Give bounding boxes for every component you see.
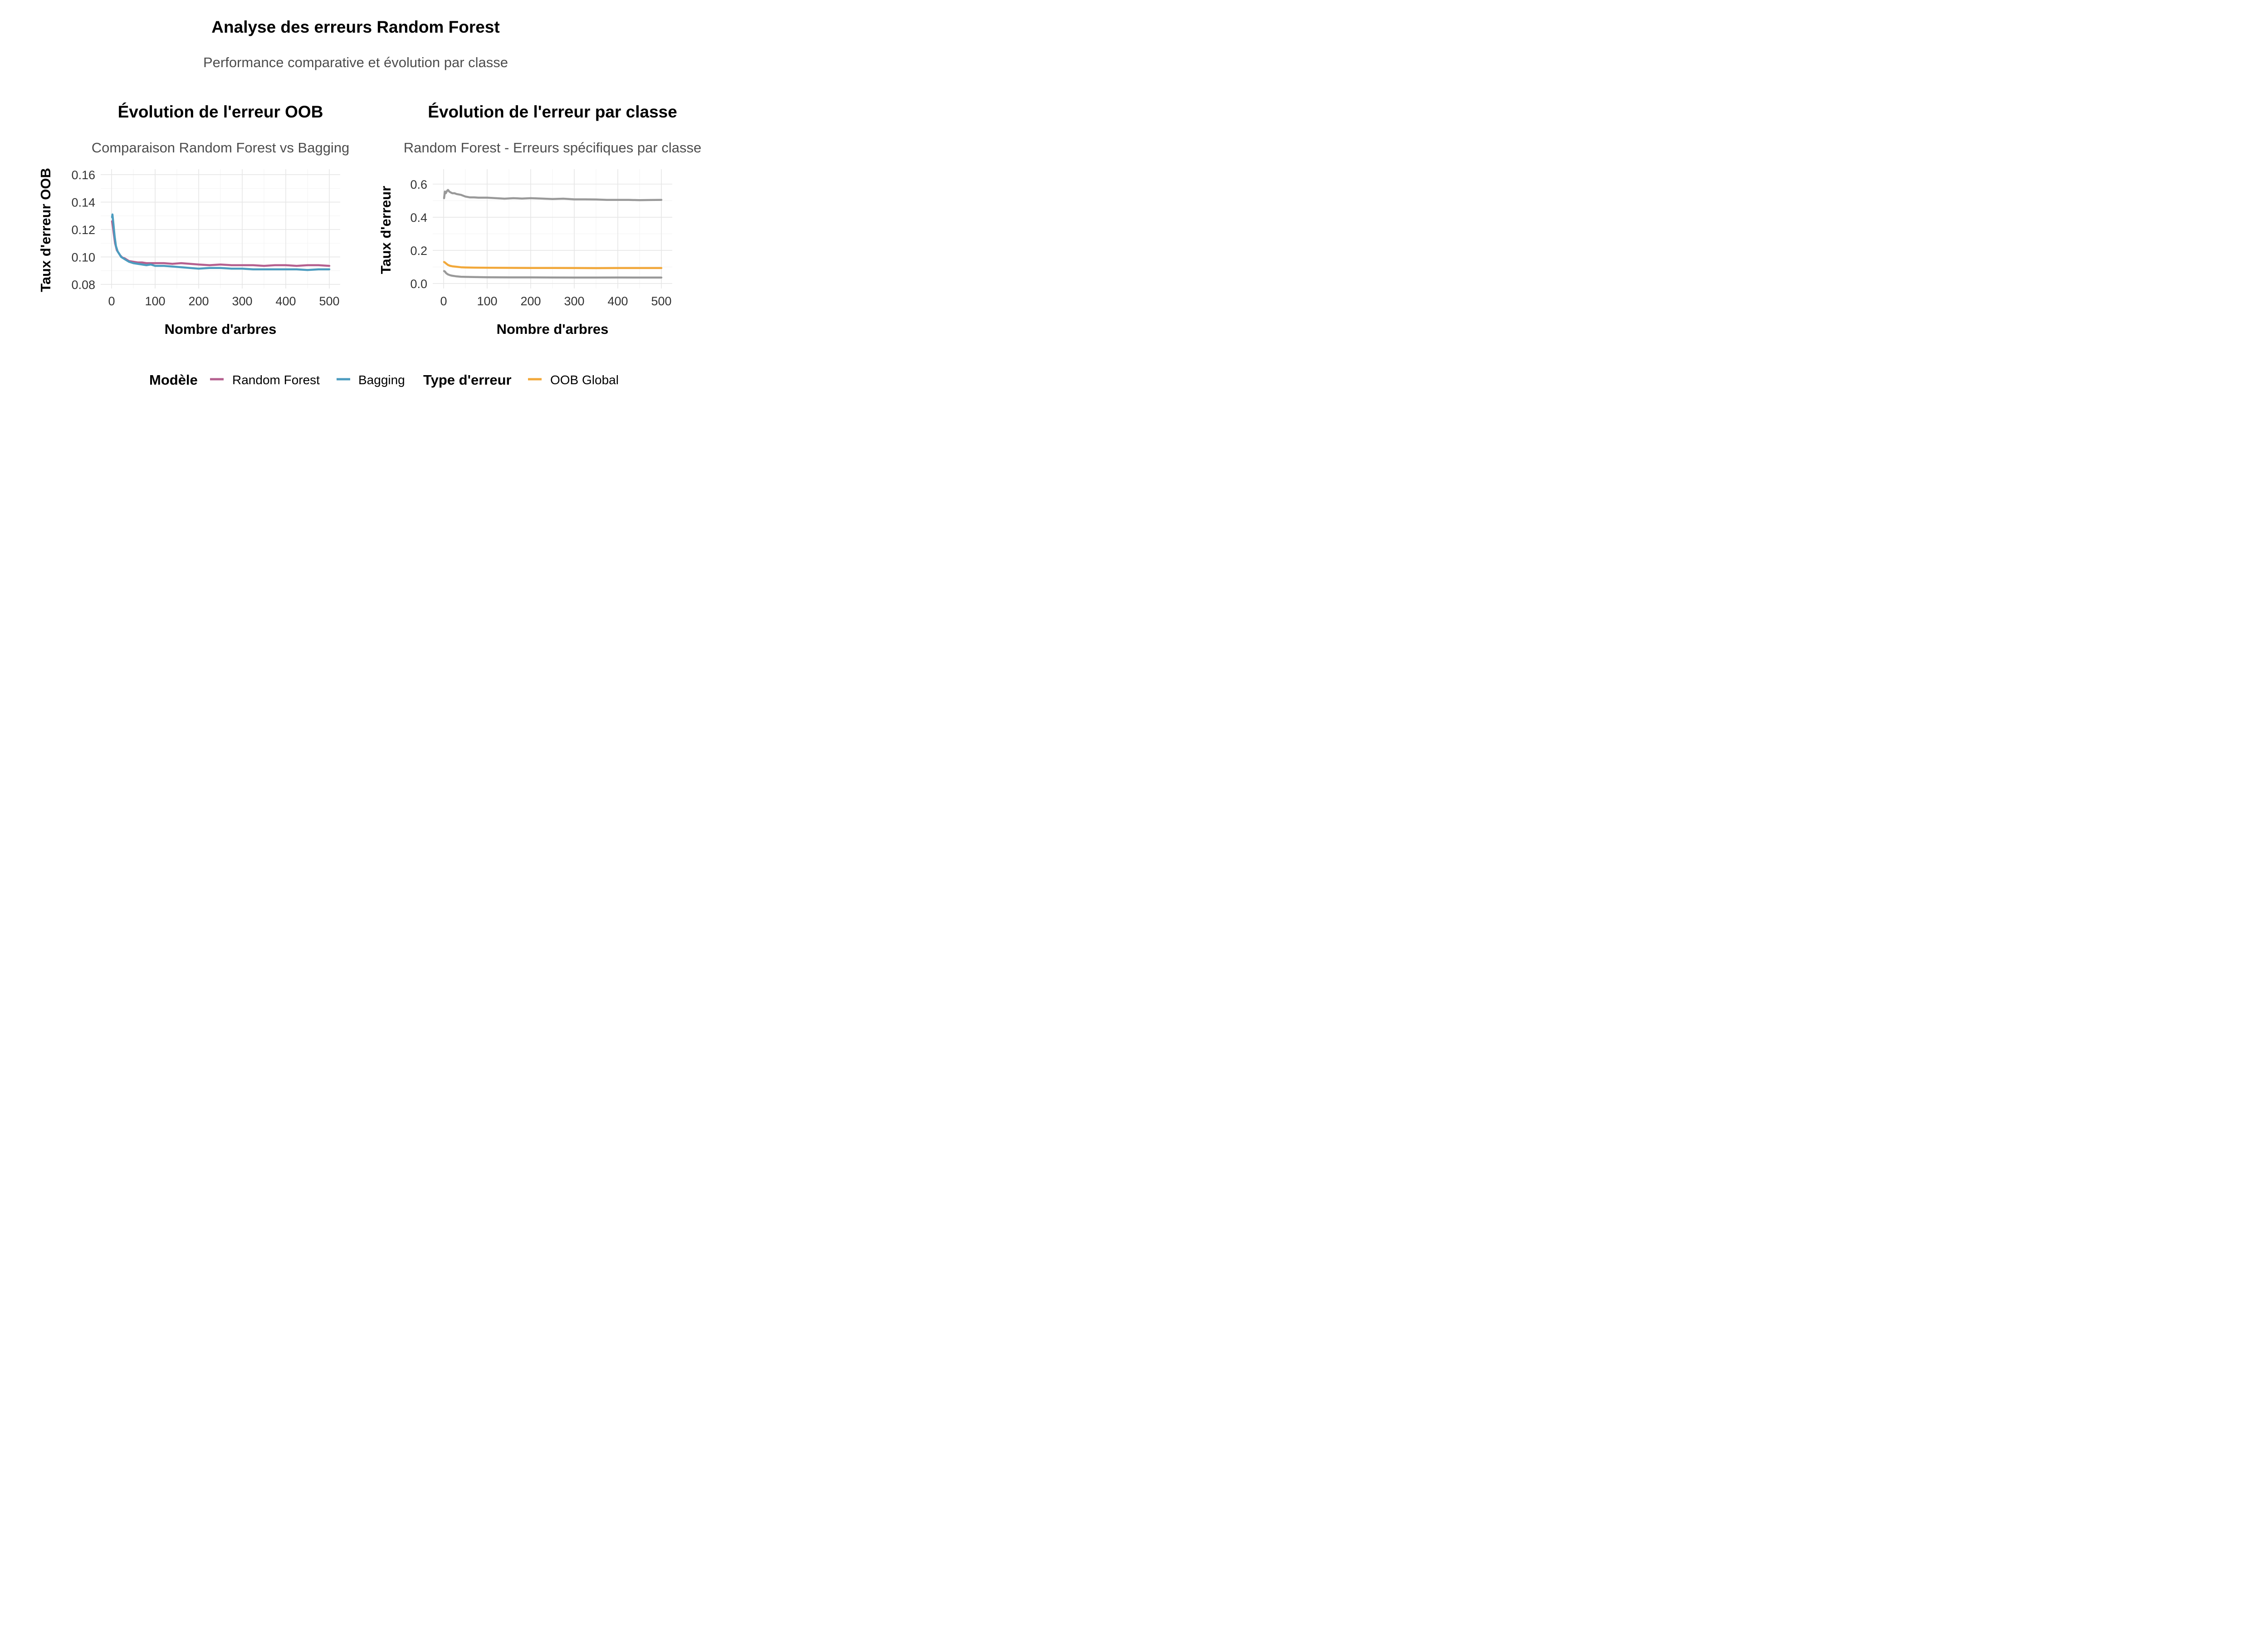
panel-class-y-tick-label: 0.2 <box>410 244 427 258</box>
panel-oob-y-tick-label: 0.16 <box>71 168 95 182</box>
figure-title: Analyse des erreurs Random Forest <box>211 18 499 36</box>
panel-oob-y-tick-label: 0.08 <box>71 278 95 292</box>
panel-oob-x-tick-label: 100 <box>145 294 165 308</box>
panel-class-y-tick-label: 0.4 <box>410 211 427 225</box>
panel-class-y-tick-label: 0.6 <box>410 178 427 191</box>
panel-oob-subtitle: Comparaison Random Forest vs Bagging <box>92 140 350 156</box>
panel-class-line-series-2 <box>443 270 663 279</box>
panel-oob-y-tick-label: 0.14 <box>71 196 95 210</box>
panel-class-title: Évolution de l'erreur par classe <box>428 103 677 121</box>
panel-oob-x-tick-label: 200 <box>188 294 209 308</box>
panel-oob-x-axis-title: Nombre d'arbres <box>165 321 277 337</box>
panel-oob-x-tick-label: 0 <box>108 294 115 308</box>
panel-class-y-ticks: 0.0 0.2 0.4 0.6 <box>410 178 427 291</box>
panel-class-x-tick-label: 300 <box>564 294 584 308</box>
panel-class-line-series-0 <box>443 189 663 201</box>
legend-title-type-erreur: Type d'erreur <box>423 372 512 388</box>
panel-class-grid <box>433 169 672 288</box>
panel-oob-series <box>111 213 331 271</box>
panel-oob: Évolution de l'erreur OOB Comparaison Ra… <box>38 103 349 337</box>
panel-oob-x-tick-label: 300 <box>232 294 252 308</box>
panel-class-x-tick-label: 200 <box>520 294 541 308</box>
panel-oob-x-ticks: 0 100 200 300 400 500 <box>108 294 339 308</box>
panel-oob-line-bagging <box>111 213 331 271</box>
figure-subtitle: Performance comparative et évolution par… <box>203 54 508 70</box>
panel-oob-title: Évolution de l'erreur OOB <box>118 103 323 121</box>
panel-class-x-axis-title: Nombre d'arbres <box>497 321 609 337</box>
panel-class-x-tick-label: 500 <box>651 294 671 308</box>
panel-class-x-ticks: 0 100 200 300 400 500 <box>440 294 671 308</box>
panel-class-line-oob-global <box>443 261 663 269</box>
legend-label-oob-global: OOB Global <box>550 373 619 387</box>
panel-oob-y-tick-label: 0.10 <box>71 250 95 264</box>
legend-label-bagging: Bagging <box>358 373 405 387</box>
panel-class-y-tick-label: 0.0 <box>410 277 427 291</box>
legend-label-random-forest: Random Forest <box>232 373 320 387</box>
panel-class-x-tick-label: 0 <box>440 294 447 308</box>
legend-title-modele: Modèle <box>149 372 198 388</box>
panel-class-x-tick-label: 400 <box>607 294 628 308</box>
panel-class: Évolution de l'erreur par classe Random … <box>378 103 701 337</box>
panel-oob-y-tick-label: 0.12 <box>71 223 95 237</box>
panel-class-subtitle: Random Forest - Erreurs spécifiques par … <box>404 140 701 156</box>
panel-class-x-tick-label: 100 <box>477 294 497 308</box>
legend: Modèle Random Forest Bagging Type d'erre… <box>149 372 619 388</box>
panel-class-y-axis-title: Taux d'erreur <box>378 186 394 274</box>
panel-class-series <box>443 189 663 279</box>
panel-oob-y-ticks: 0.08 0.10 0.12 0.14 0.16 <box>71 168 95 292</box>
panel-oob-y-axis-title: Taux d'erreur OOB <box>38 168 54 292</box>
panel-oob-x-tick-label: 400 <box>275 294 296 308</box>
figure: Analyse des erreurs Random Forest Perfor… <box>38 18 701 388</box>
panel-oob-x-tick-label: 500 <box>319 294 339 308</box>
